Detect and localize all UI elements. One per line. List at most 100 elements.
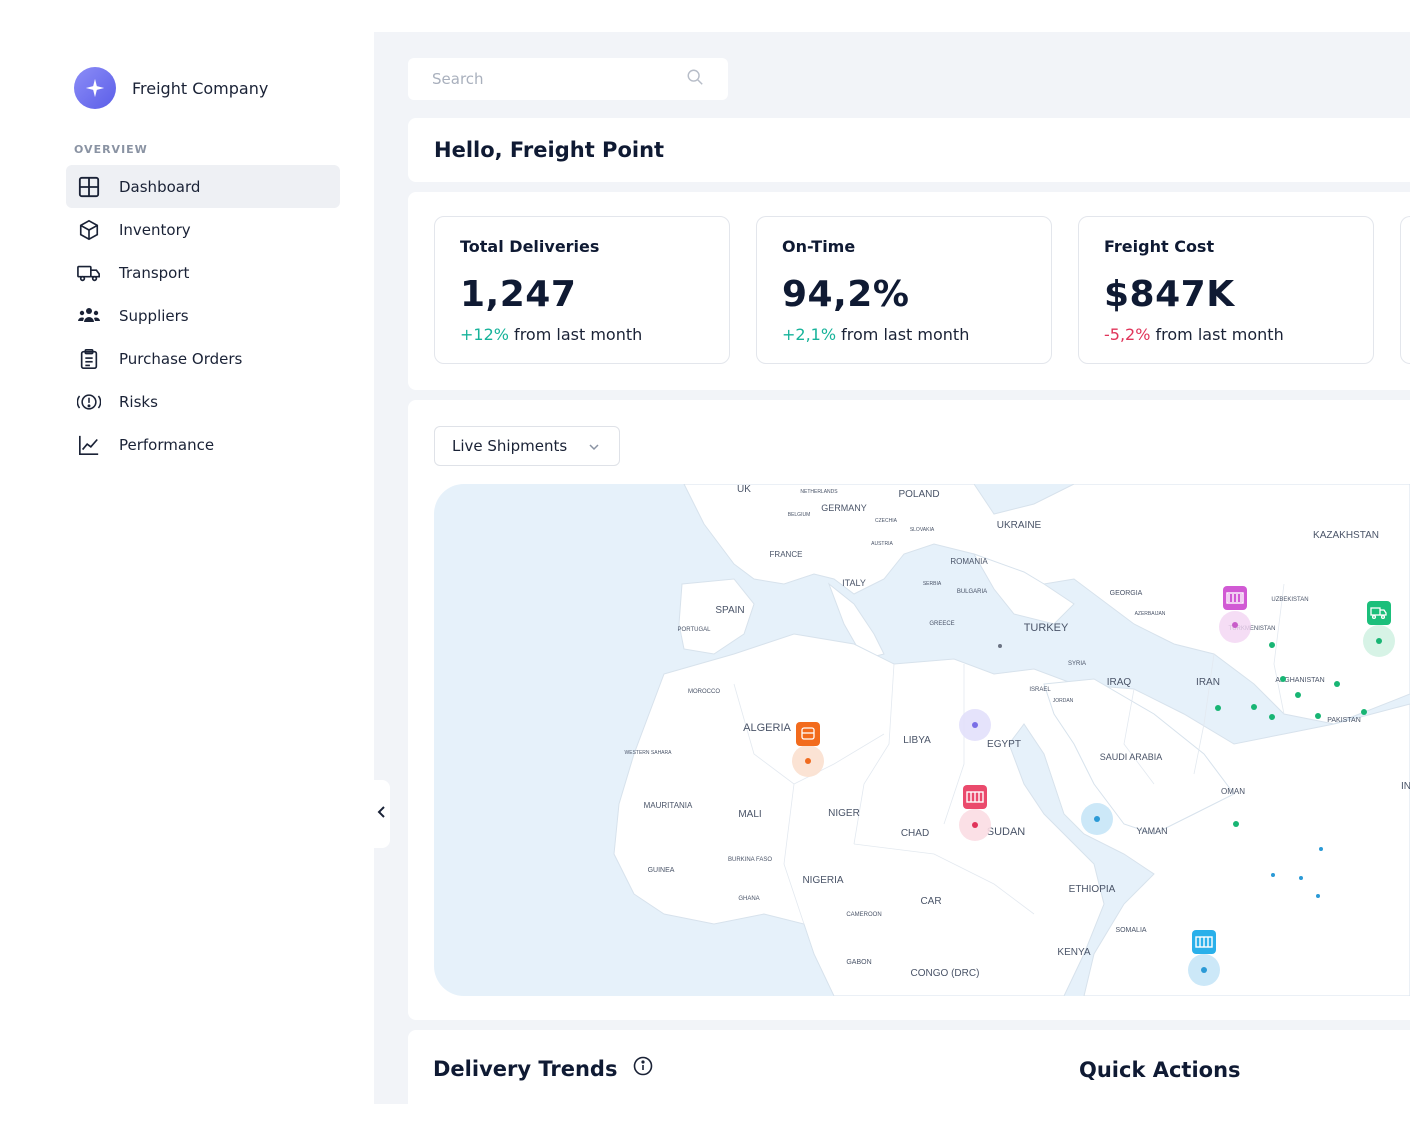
- sidebar-item-label: Performance: [119, 435, 215, 454]
- country-label: ITALY: [842, 578, 866, 588]
- sidebar-item-label: Purchase Orders: [119, 349, 243, 368]
- country-label: TURKMENISTAN: [1229, 626, 1276, 632]
- sidebar-item-transport[interactable]: Transport: [66, 251, 340, 294]
- sidebar-item-suppliers[interactable]: Suppliers: [66, 294, 340, 337]
- container-marker-purple[interactable]: [1223, 586, 1247, 610]
- users-icon: [77, 304, 101, 328]
- country-label: SAUDI ARABIA: [1100, 752, 1163, 762]
- chevron-left-icon: [377, 806, 387, 822]
- country-label: POLAND: [898, 489, 939, 500]
- stat-card-partial: [1400, 216, 1410, 364]
- sidebar: Freight Company OVERVIEW Dashboard Inven…: [0, 0, 374, 1136]
- country-label: ETHIOPIA: [1069, 884, 1116, 895]
- compass-star-icon: [74, 67, 116, 109]
- stat-change-suffix: from last month: [836, 325, 970, 344]
- country-label: GABON: [846, 959, 871, 966]
- country-label: AUSTRIA: [871, 541, 893, 547]
- country-label: SYRIA: [1068, 661, 1086, 667]
- train-marker-orange[interactable]: [796, 722, 820, 746]
- country-label: UZBEKISTAN: [1271, 597, 1308, 603]
- stat-change: +12% from last month: [460, 325, 704, 344]
- stat-change-value: +2,1%: [782, 325, 837, 344]
- stat-title: Total Deliveries: [460, 237, 600, 256]
- country-label: WESTERN SAHARA: [625, 750, 673, 756]
- stat-value: 94,2%: [782, 274, 910, 315]
- country-label: SOMALIA: [1115, 927, 1146, 934]
- country-label: UKRAINE: [997, 520, 1042, 531]
- info-icon[interactable]: [633, 1056, 653, 1081]
- country-label: PAKISTAN: [1327, 717, 1361, 724]
- stat-change-value: +12%: [460, 325, 509, 344]
- search-icon[interactable]: [686, 68, 704, 90]
- map-panel: Live Shipments: [408, 400, 1410, 1020]
- stats-panel: Total Deliveries 1,247 +12% from last mo…: [408, 192, 1410, 390]
- country-label: SERBIA: [923, 581, 942, 587]
- live-shipments-dropdown[interactable]: Live Shipments: [434, 426, 620, 466]
- country-label: AFGHANISTAN: [1275, 677, 1324, 684]
- country-label: FRANCE: [770, 550, 803, 559]
- brand[interactable]: Freight Company: [74, 67, 268, 109]
- country-label: JORDAN: [1053, 698, 1074, 704]
- section-label-overview: OVERVIEW: [74, 143, 148, 156]
- country-label: AZERBAIJAN: [1135, 611, 1166, 617]
- sidebar-item-label: Dashboard: [119, 177, 201, 196]
- country-label: CZECHIA: [875, 518, 898, 524]
- country-label: KAZAKHSTAN: [1313, 530, 1379, 541]
- country-label: BURKINA FASO: [728, 857, 772, 863]
- country-labels: UK POLAND GERMANY NETHERLANDS BELGIUM CZ…: [625, 484, 1410, 979]
- collapse-sidebar-button[interactable]: [374, 780, 390, 848]
- country-label: GERMANY: [821, 503, 867, 513]
- search-input[interactable]: [432, 70, 652, 88]
- country-label: NIGERIA: [802, 875, 843, 886]
- shipments-map[interactable]: UK POLAND GERMANY NETHERLANDS BELGIUM CZ…: [434, 484, 1410, 996]
- country-label: BELGIUM: [788, 512, 811, 518]
- country-label: SLOVAKIA: [910, 527, 935, 533]
- dropdown-label: Live Shipments: [452, 437, 568, 455]
- search-box[interactable]: [408, 58, 728, 100]
- country-label: CONGO (DRC): [911, 968, 980, 979]
- box-icon: [77, 218, 101, 242]
- country-label: IRAN: [1196, 677, 1220, 688]
- borders: [733, 583, 1285, 925]
- shipment-markers: [792, 586, 1395, 986]
- country-label: TURKEY: [1024, 622, 1069, 634]
- bottom-panel: Delivery Trends Quick Actions: [408, 1030, 1410, 1104]
- country-label: IRAQ: [1107, 677, 1132, 688]
- stat-change-suffix: from last month: [508, 325, 643, 344]
- delivery-trends-title: Delivery Trends: [433, 1056, 618, 1081]
- stat-title: On-Time: [782, 237, 856, 256]
- stat-change: +2,1% from last month: [782, 325, 1026, 344]
- alert-icon: [77, 390, 101, 414]
- country-label: GREECE: [929, 621, 954, 627]
- sidebar-item-risks[interactable]: Risks: [66, 380, 340, 423]
- country-label: ALGERIA: [743, 722, 791, 734]
- quick-actions-title: Quick Actions: [1079, 1058, 1241, 1082]
- country-label: CAR: [920, 896, 941, 907]
- country-label: GHANA: [738, 896, 759, 902]
- country-label: NIGER: [828, 808, 860, 819]
- sidebar-item-purchase-orders[interactable]: Purchase Orders: [66, 337, 340, 380]
- sidebar-nav: Dashboard Inventory Transport Suppliers …: [66, 165, 340, 466]
- country-label: MOROCCO: [688, 689, 720, 695]
- country-label: MAURITANIA: [644, 801, 693, 810]
- sidebar-item-label: Risks: [119, 392, 158, 411]
- stat-change-value: -5,2%: [1104, 325, 1151, 344]
- brand-name: Freight Company: [132, 78, 269, 98]
- sidebar-item-inventory[interactable]: Inventory: [66, 208, 340, 251]
- country-label: BULGARIA: [957, 589, 987, 595]
- truck-marker-green[interactable]: [1367, 601, 1391, 625]
- country-label: KENYA: [1057, 947, 1090, 958]
- sidebar-item-dashboard[interactable]: Dashboard: [66, 165, 340, 208]
- sidebar-item-performance[interactable]: Performance: [66, 423, 340, 466]
- country-label: UK: [737, 484, 751, 495]
- sidebar-item-label: Transport: [119, 263, 190, 282]
- country-label: YAMAN: [1136, 826, 1167, 836]
- country-label: OMAN: [1221, 787, 1245, 796]
- country-label: GEORGIA: [1110, 590, 1143, 597]
- sidebar-item-label: Suppliers: [119, 306, 189, 325]
- country-label: CHAD: [901, 828, 929, 839]
- country-label: SPAIN: [715, 605, 744, 616]
- page-title: Hello, Freight Point: [408, 118, 1410, 182]
- country-label: NETHERLANDS: [800, 489, 838, 495]
- truck-icon: [77, 261, 101, 285]
